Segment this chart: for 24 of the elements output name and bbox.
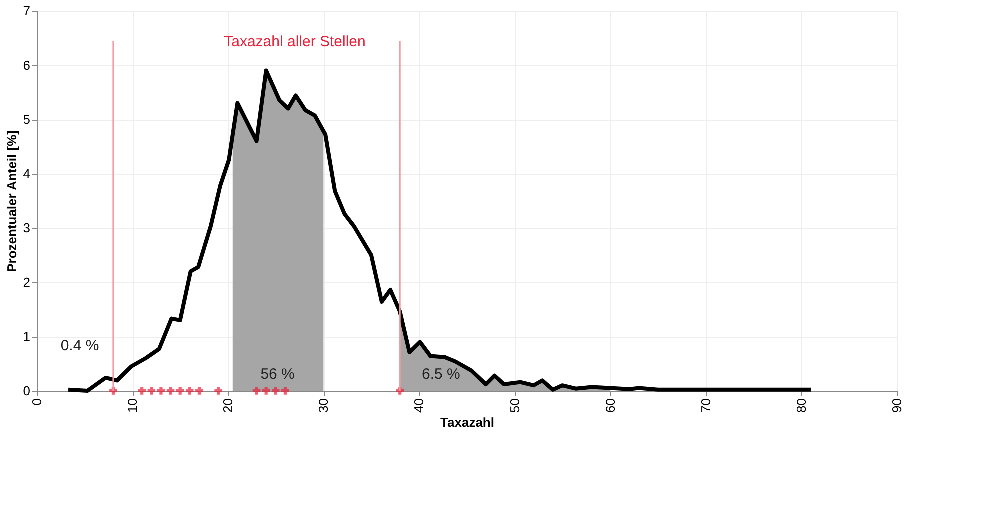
- y-tick-label: 6: [23, 58, 30, 73]
- annotation: 56 %: [260, 366, 295, 383]
- x-tick-label: 50: [507, 398, 522, 413]
- x-tick-label: 90: [890, 398, 904, 413]
- annotation: Taxazahl aller Stellen: [224, 33, 366, 50]
- x-tick-label: 30: [316, 398, 332, 413]
- y-tick-label: 0: [23, 384, 30, 398]
- y-tick-label: 5: [23, 112, 30, 128]
- y-tick-label: 3: [23, 220, 30, 236]
- y-tick-label: 1: [23, 329, 30, 344]
- x-axis-title: Taxazahl: [440, 414, 494, 430]
- y-tick-label: 4: [23, 166, 30, 182]
- x-tick-label: 40: [412, 398, 427, 413]
- annotation: 0.4 %: [60, 337, 100, 354]
- x-tick-label: 10: [125, 398, 140, 413]
- x-tick-label: 20: [220, 398, 236, 413]
- y-tick-label: 7: [23, 4, 30, 18]
- x-tick-label: 0: [30, 398, 44, 406]
- x-tick-label: 70: [698, 398, 714, 413]
- y-tick-label: 2: [23, 274, 30, 290]
- y-axis-title: Prozentualer Anteil [%]: [4, 130, 20, 272]
- x-tick-label: 60: [602, 398, 618, 413]
- x-tick-label: 80: [794, 398, 809, 413]
- annotation: 6.5 %: [422, 366, 460, 383]
